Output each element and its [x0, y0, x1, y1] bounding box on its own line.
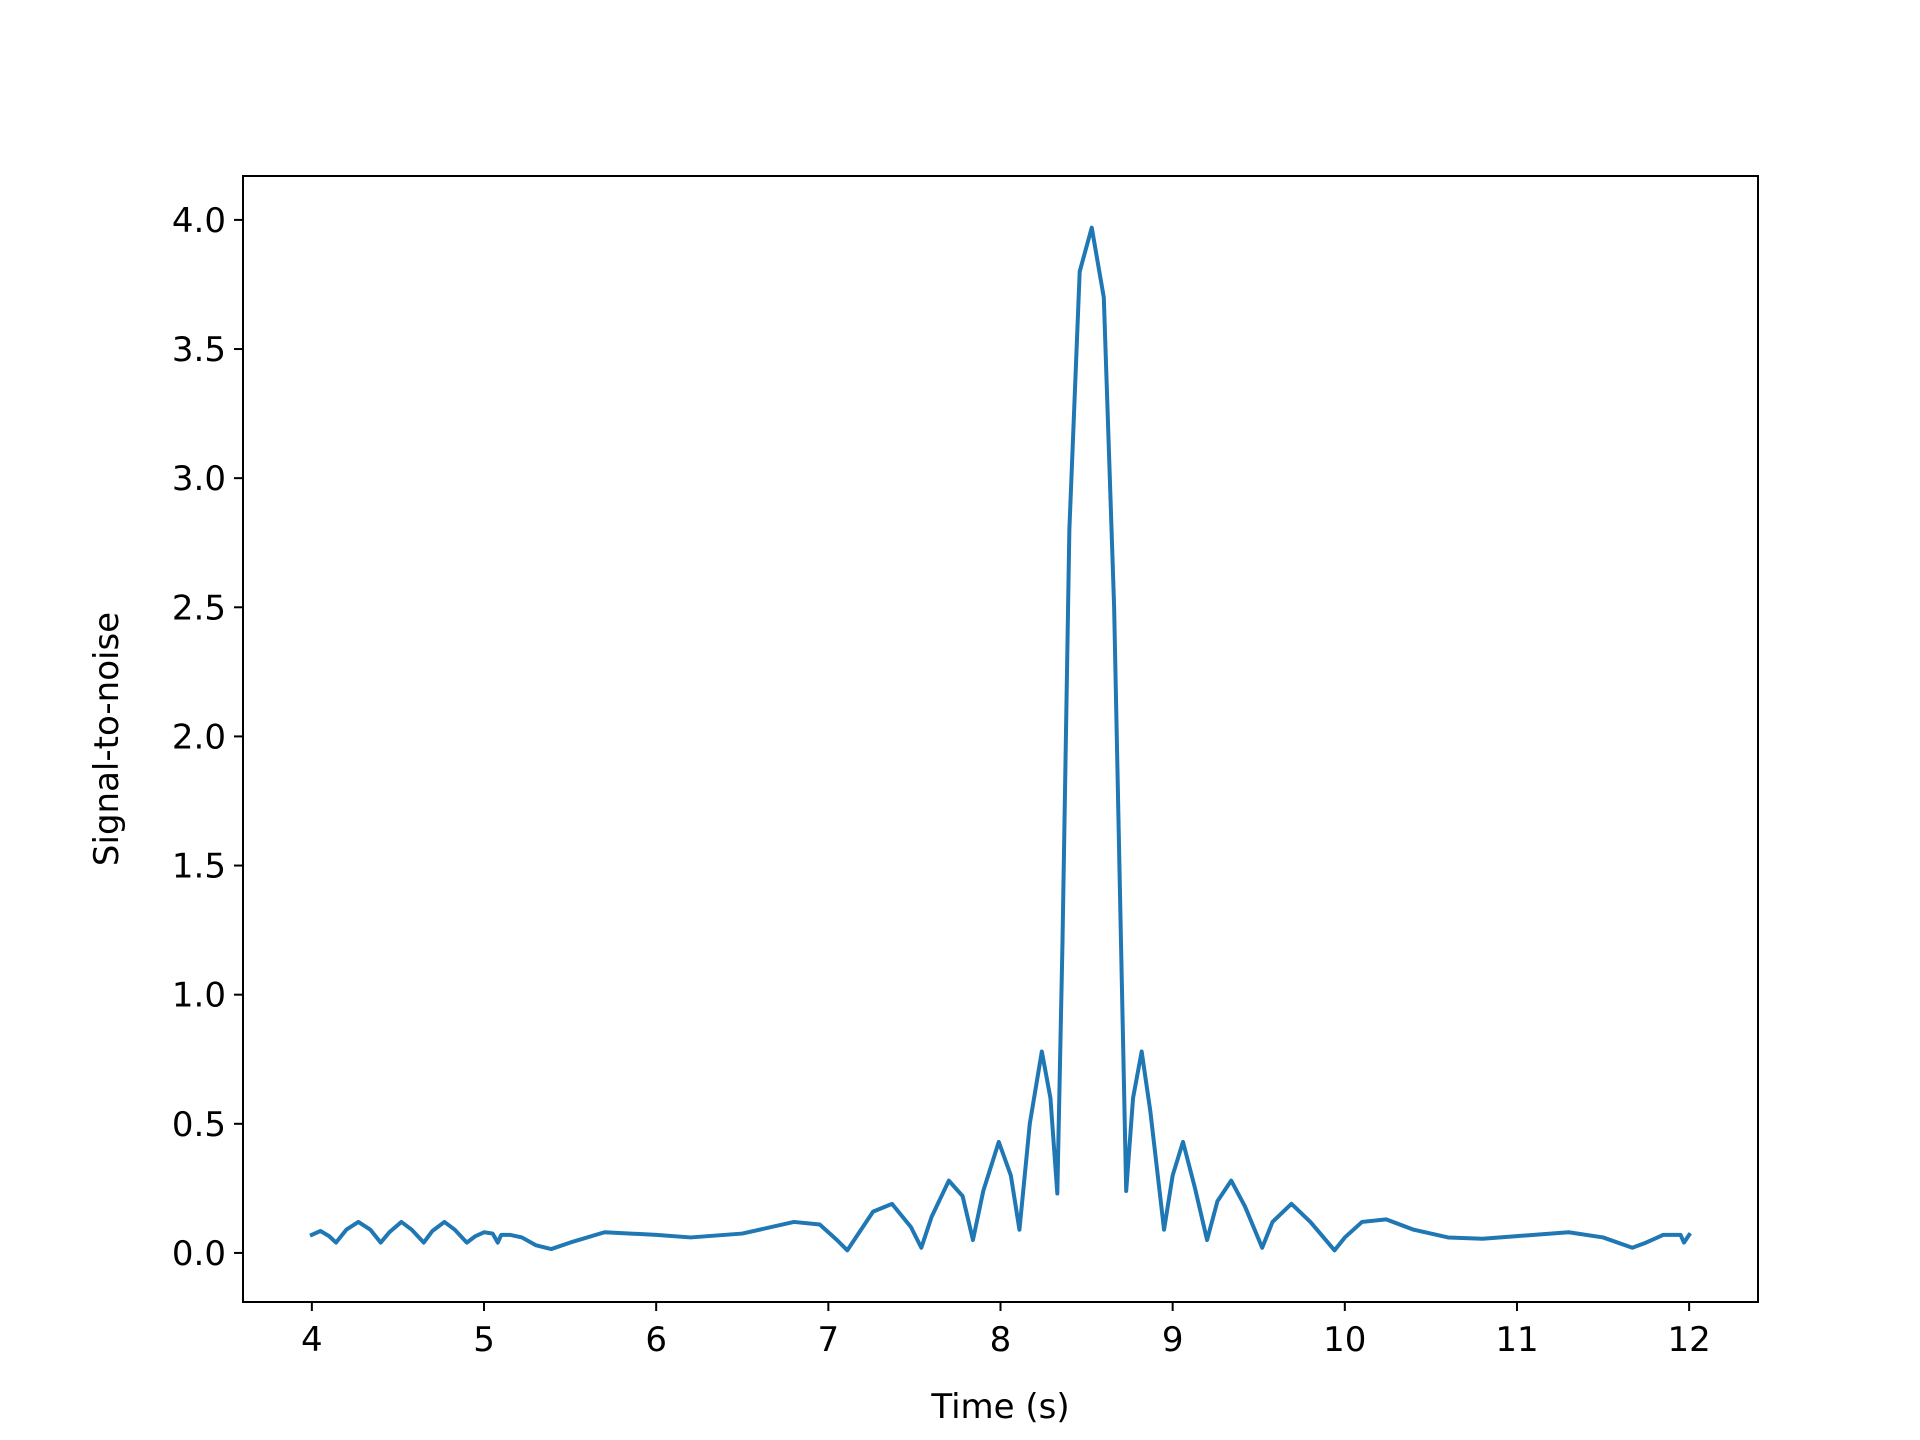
x-axis-label: Time (s)	[930, 1387, 1069, 1427]
y-axis-ticks: 0.0 0.5 1.0 1.5 2.0 2.5 3.0 3.5 4.0	[172, 201, 243, 1274]
y-tick-label: 1.0	[172, 976, 226, 1016]
x-tick-label: 12	[1668, 1320, 1711, 1360]
y-tick-label: 3.0	[172, 459, 226, 499]
y-tick-label: 0.0	[172, 1234, 226, 1274]
x-axis-ticks: 4 5 6 7 8 9 10 11 12	[301, 1302, 1711, 1360]
x-tick-label: 5	[473, 1320, 495, 1360]
x-tick-label: 8	[990, 1320, 1012, 1360]
x-tick-label: 6	[645, 1320, 667, 1360]
x-tick-label: 4	[301, 1320, 323, 1360]
x-tick-label: 10	[1323, 1320, 1366, 1360]
y-tick-label: 4.0	[172, 201, 226, 241]
series-line-0	[309, 225, 1692, 1253]
x-tick-label: 9	[1162, 1320, 1184, 1360]
y-tick-label: 2.5	[172, 588, 226, 628]
y-tick-label: 0.5	[172, 1105, 226, 1145]
x-tick-label: 7	[818, 1320, 840, 1360]
y-tick-label: 2.0	[172, 717, 226, 757]
series-layer	[309, 225, 1692, 1253]
y-tick-label: 1.5	[172, 847, 226, 887]
y-axis-label: Signal-to-noise	[87, 612, 127, 866]
y-tick-label: 3.5	[172, 330, 226, 370]
x-tick-label: 11	[1495, 1320, 1538, 1360]
